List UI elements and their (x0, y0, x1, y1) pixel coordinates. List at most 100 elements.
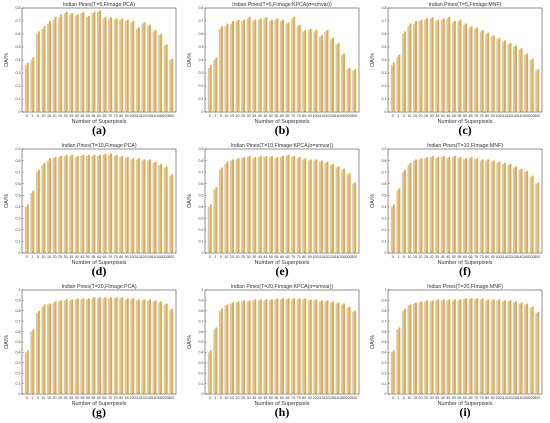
bar-series-2 (415, 302, 417, 394)
bar-series-2 (215, 57, 218, 112)
bar-series-1 (446, 158, 449, 253)
x-tick-label: 150 (340, 396, 346, 400)
x-tick-label: 80 (485, 114, 489, 118)
x-tick-label: 1 (31, 114, 33, 118)
bar-series-1 (163, 167, 166, 253)
y-tick-label: 0.1 (382, 97, 387, 101)
bar-series-2 (415, 21, 417, 112)
bar-series-1 (63, 300, 66, 394)
x-axis-label: Number of Superpixels (72, 260, 127, 266)
bar-series-1 (108, 18, 111, 112)
bar-series-1 (291, 299, 294, 394)
bar-series-2 (453, 155, 456, 253)
bar-series-2 (448, 157, 451, 253)
bar-series-2 (248, 155, 251, 253)
bar-series-2 (320, 300, 323, 394)
bar-series-1 (63, 13, 66, 113)
bar-series-1 (158, 35, 161, 112)
y-tick-label: 0.6 (16, 32, 21, 36)
bar-series-2 (287, 22, 290, 112)
x-tick-label: 0 (26, 114, 28, 118)
bar-series-1 (352, 311, 355, 394)
bar-series-1 (52, 158, 55, 253)
x-tick-label: 5 (37, 396, 39, 400)
bar-series-1 (252, 21, 255, 112)
bar-series-2 (76, 14, 79, 112)
x-tick-label: 75 (480, 255, 484, 259)
y-tick-label: 0.7 (382, 170, 387, 174)
y-tick-label: 0.9 (16, 299, 21, 303)
x-tick-label: 90 (491, 396, 495, 400)
bar-series-1 (47, 160, 49, 253)
bar-series-1 (268, 157, 271, 253)
x-tick-label: 65 (469, 255, 473, 259)
x-tick-label: 150 (157, 396, 163, 400)
bar-series-1 (141, 160, 144, 253)
bar-series-1 (496, 39, 499, 113)
x-tick-label: 5 (403, 396, 405, 400)
bar-series-2 (415, 159, 417, 253)
x-tick-label: 200 (529, 114, 535, 118)
bar-series-2 (503, 40, 506, 112)
x-tick-label: 80 (302, 255, 306, 259)
bar-series-2 (71, 154, 74, 253)
bar-series-2 (104, 297, 107, 394)
bar-series-1 (518, 303, 521, 394)
x-tick-label: 5 (220, 114, 222, 118)
x-tick-label: 40 (258, 396, 262, 400)
y-tick-label: 0.8 (199, 6, 204, 10)
x-tick-label: 0 (209, 255, 211, 259)
bar-series-1 (30, 331, 33, 394)
bar-series-1 (285, 23, 288, 113)
bar-series-1 (80, 13, 83, 113)
bar-series-1 (257, 19, 260, 113)
y-tick-label: 0.3 (382, 71, 387, 75)
bar-series-2 (354, 182, 357, 253)
bar-series-2 (276, 157, 279, 253)
x-tick-label: 60 (280, 396, 284, 400)
bar-series-2 (498, 37, 501, 112)
y-tick-label: 0.5 (16, 340, 21, 344)
bar-series-2 (309, 28, 312, 112)
x-tick-label: 150 (340, 114, 346, 118)
bar-series-2 (337, 302, 340, 394)
bar-series-2 (537, 311, 540, 394)
x-tick-label: 5 (403, 255, 405, 259)
x-tick-label: 40 (441, 396, 445, 400)
bar-series-2 (248, 17, 251, 113)
chart-panel-i: Indian Pines(T=20,FImage:MNF) 0 0.1 0.2 0.3 0… (366, 282, 549, 423)
bar-series-1 (235, 302, 238, 394)
y-tick-label: 0.2 (199, 371, 204, 375)
x-tick-label: 200 (346, 396, 352, 400)
bar-series-2 (259, 18, 262, 112)
x-tick-label: 130 (146, 114, 152, 118)
bar-series-1 (24, 206, 27, 253)
x-tick-label: 120 (323, 396, 329, 400)
bar-series-1 (507, 165, 510, 253)
x-tick-label: 20 (419, 114, 423, 118)
bar-series-1 (446, 300, 449, 394)
bar-series-2 (215, 187, 218, 253)
bar-series-1 (335, 167, 338, 253)
bar-series-1 (501, 41, 504, 112)
bar-series-2 (476, 298, 479, 394)
bar-series-1 (390, 65, 393, 112)
bar-series-2 (354, 310, 357, 394)
x-tick-label: 75 (297, 255, 301, 259)
x-tick-label: 35 (435, 396, 439, 400)
chart-svg: Indian Pines(T=5,FImage:KPCA(σ=smvar)) 0 0… (187, 2, 360, 137)
x-tick-label: 30 (64, 114, 68, 118)
bar-series-1 (130, 22, 133, 112)
bar-series-1 (524, 172, 527, 253)
chart-svg: Indian Pines(T=20,FImage:MNF) 0 0.1 0.2 0.3 0… (370, 284, 543, 419)
bar-series-2 (459, 299, 462, 394)
bar-series-2 (481, 159, 484, 253)
y-tick-label: 0.3 (382, 361, 387, 365)
bar-series-2 (65, 11, 68, 112)
bar-series-1 (280, 21, 282, 112)
x-tick-label: 75 (480, 396, 484, 400)
bar-series-2 (43, 162, 46, 253)
x-tick-label: 300 (534, 396, 540, 400)
bar-series-2 (270, 155, 273, 253)
y-tick-label: 0.3 (199, 71, 204, 75)
